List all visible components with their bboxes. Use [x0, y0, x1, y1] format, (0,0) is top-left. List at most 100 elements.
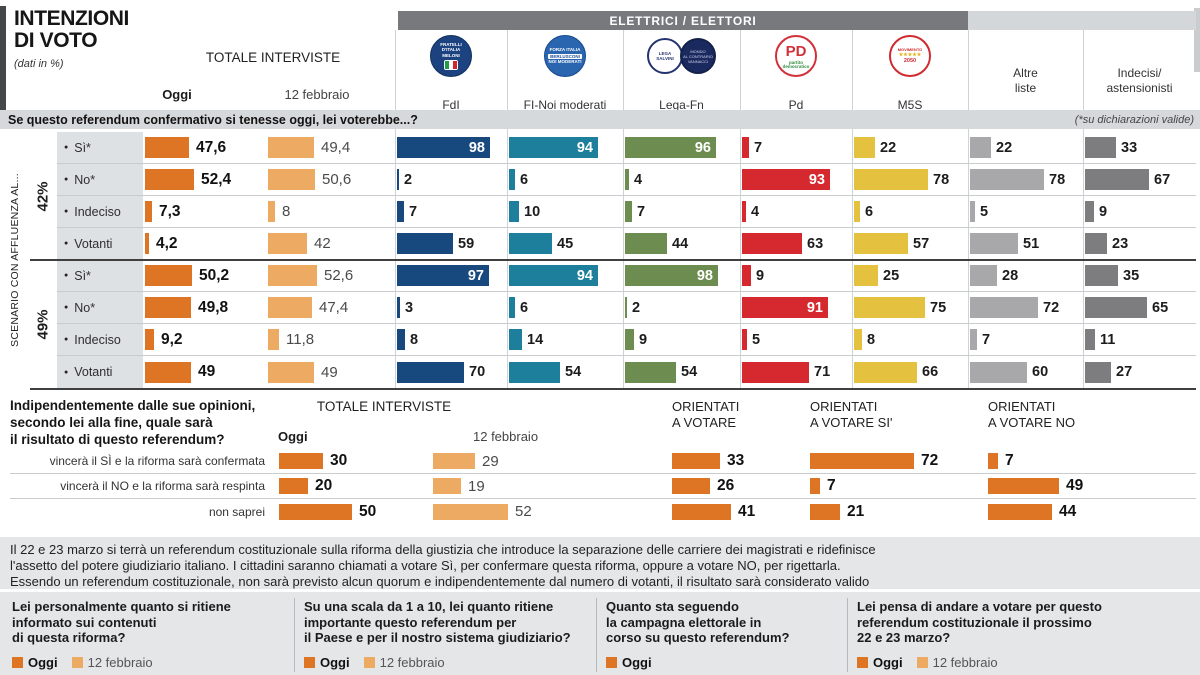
value-cell: 52 — [433, 503, 672, 520]
value-cell: 33 — [672, 452, 810, 470]
bar — [854, 361, 917, 383]
value-label: 4 — [634, 171, 643, 188]
legend-label: Oggi — [320, 654, 350, 670]
q2-column-header-12-febbraio: 12 febbraio — [473, 429, 539, 444]
value-cell: 94 — [507, 132, 623, 163]
value-cell: 5 — [968, 196, 1083, 227]
bar — [1085, 329, 1095, 350]
value-label: 14 — [527, 331, 544, 348]
value-label: 7 — [754, 139, 763, 156]
bar — [433, 503, 508, 520]
bar — [268, 169, 315, 190]
value-label: 8 — [410, 331, 419, 348]
value-label: 47,6 — [196, 138, 227, 156]
bar: 98 — [625, 265, 718, 286]
bar — [1085, 297, 1147, 318]
value-cell: 7,3 — [143, 196, 266, 227]
value-cell: 42 — [266, 228, 395, 259]
row-label: vincerà il SÌ e la riforma sarà conferma… — [49, 454, 265, 468]
bar — [672, 478, 710, 494]
bar — [625, 329, 634, 350]
legend-oggi-swatch-icon — [304, 656, 315, 668]
row-label-cell: ● Votanti — [57, 228, 143, 259]
value-cell: 9 — [623, 324, 740, 355]
bar — [145, 201, 152, 222]
bar — [970, 297, 1038, 318]
value-label: 78 — [1049, 171, 1066, 188]
party-column-m5s: MOVIMENTO ★★★★★ 2050 M5S — [852, 30, 968, 112]
value-label: 51 — [1023, 235, 1040, 252]
value-cell: 22 — [968, 132, 1083, 163]
bar — [268, 201, 275, 222]
value-label: 8 — [282, 203, 291, 220]
bar: 97 — [397, 265, 489, 286]
bar — [268, 297, 312, 318]
value-cell: 91 — [740, 292, 852, 323]
value-cell: 6 — [852, 196, 968, 227]
value-cell: 54 — [507, 356, 623, 388]
q2-column-header-orientati-a-votare-si: ORIENTATI A VOTARE SI' — [810, 399, 893, 430]
value-cell: 11,8 — [266, 324, 395, 355]
row-label-cell: ● Votanti — [57, 356, 143, 388]
value-cell: 93 — [740, 164, 852, 195]
value-cell: 96 — [623, 132, 740, 163]
valid-declarations-note: (*su dichiarazioni valide) — [1074, 113, 1194, 126]
value-label: 50 — [359, 502, 377, 520]
value-label: 91 — [806, 299, 823, 316]
bar — [145, 169, 194, 190]
value-label: 52,6 — [324, 267, 354, 284]
value-cell: 33 — [1083, 132, 1196, 163]
value-cell: 22 — [852, 132, 968, 163]
value-label: 9 — [639, 331, 648, 348]
column-divider — [740, 30, 741, 388]
value-label: 3 — [405, 299, 414, 316]
lega-salvini-logo-icon: LEGA SALVINI — [647, 38, 683, 74]
value-label: 11 — [1100, 331, 1116, 348]
value-label: 75 — [930, 299, 947, 316]
bullet-icon: ● — [64, 144, 69, 151]
header-band-light — [968, 11, 1196, 30]
bar — [854, 297, 925, 318]
bar — [268, 265, 317, 286]
vote-intention-table: ● Sì* 47,6 49,4 98 94 96 7 22 22 33 ● No* 52,4 50,6 2 6 4… — [57, 132, 1196, 388]
value-label: 8 — [867, 331, 876, 348]
bar — [854, 201, 860, 222]
value-cell: 57 — [852, 228, 968, 259]
lega-party-logos-icon: LEGA SALVINI MONDO AL CONTRARIO VANNACCI — [647, 38, 716, 74]
fdi-party-logo-icon: FRATELLI D'ITALIA MELONI — [430, 35, 472, 77]
bar — [625, 201, 632, 222]
bar — [433, 478, 461, 494]
value-label: 22 — [880, 139, 897, 156]
value-label: 5 — [752, 331, 761, 348]
row-label-cell: ● No* — [57, 164, 143, 195]
value-label: 49 — [321, 363, 338, 381]
bar — [988, 453, 998, 469]
party-column-label: Altre liste — [1013, 66, 1038, 95]
bar: 93 — [742, 169, 830, 190]
table-row: ● Indeciso 7,3 8 7 10 7 4 6 5 9 — [57, 196, 1196, 228]
value-label: 20 — [315, 477, 333, 494]
value-cell: 23 — [1083, 228, 1196, 259]
value-label: 78 — [933, 171, 950, 188]
legend-feb-swatch-icon — [71, 656, 83, 668]
bar — [970, 361, 1027, 383]
bar — [1085, 233, 1107, 254]
table-row: ● Votanti 49 49 70 54 54 71 66 60 27 — [57, 356, 1196, 388]
value-cell: 8 — [395, 324, 507, 355]
page-title: INTENZIONI DI VOTO — [14, 7, 129, 52]
value-label: 98 — [696, 267, 713, 284]
party-column-fdi: FRATELLI D'ITALIA MELONI FdI — [395, 30, 507, 112]
value-cell: 9 — [1083, 196, 1196, 227]
value-cell: 44 — [623, 228, 740, 259]
value-label: 59 — [458, 235, 475, 252]
value-label: 54 — [565, 364, 582, 380]
value-label: 49,4 — [321, 139, 351, 156]
bar — [742, 201, 746, 222]
bar — [145, 361, 191, 383]
value-label: 10 — [524, 203, 541, 220]
bar — [145, 265, 192, 286]
party-column-indecisi: Indecisi/astensionisti — [1083, 30, 1196, 112]
value-cell: 7 — [395, 196, 507, 227]
scenario-axis-label: SCENARIO CON AFFLUENZA AL... — [9, 173, 21, 347]
value-label: 60 — [1032, 364, 1049, 380]
